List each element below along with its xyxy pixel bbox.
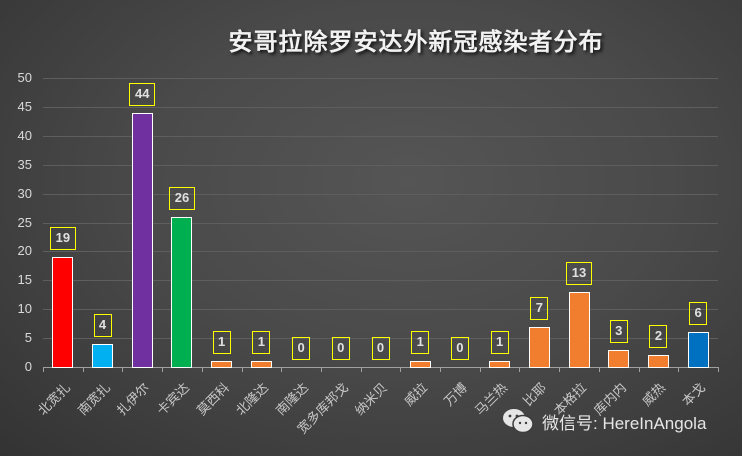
data-label: 26 bbox=[168, 186, 195, 210]
x-category-label: 莫西科 bbox=[194, 380, 233, 419]
y-tick-label: 10 bbox=[17, 301, 32, 317]
bar bbox=[92, 343, 114, 368]
gridline bbox=[43, 193, 718, 195]
bar bbox=[131, 112, 153, 368]
y-tick-label: 25 bbox=[17, 214, 32, 230]
wechat-icon bbox=[503, 409, 534, 434]
x-tick-mark bbox=[43, 367, 44, 372]
gridline bbox=[43, 251, 718, 253]
x-category-label: 纳米贝 bbox=[353, 380, 392, 419]
bar bbox=[568, 291, 590, 368]
x-tick-mark bbox=[519, 367, 521, 372]
x-category-label: 扎伊尔 bbox=[114, 380, 153, 419]
x-category-label: 比耶 bbox=[521, 380, 551, 410]
x-tick-mark bbox=[638, 367, 640, 372]
x-tick-mark bbox=[82, 367, 84, 372]
y-tick-label: 45 bbox=[17, 98, 32, 114]
gridline bbox=[43, 338, 718, 340]
x-tick-mark bbox=[241, 367, 243, 372]
y-tick-label: 40 bbox=[17, 127, 32, 143]
x-category-label: 威拉 bbox=[401, 380, 431, 410]
x-tick-mark bbox=[122, 367, 124, 372]
gridline bbox=[43, 164, 718, 166]
data-label: 6 bbox=[689, 302, 708, 326]
x-tick-mark bbox=[718, 367, 719, 372]
data-label: 0 bbox=[450, 337, 469, 360]
gridline bbox=[43, 106, 718, 108]
data-label: 3 bbox=[609, 319, 628, 343]
gridline bbox=[43, 135, 718, 137]
y-tick-label: 5 bbox=[24, 330, 32, 346]
y-tick-label: 20 bbox=[17, 243, 32, 259]
x-tick-mark bbox=[320, 367, 322, 372]
data-label: 1 bbox=[252, 331, 271, 355]
x-category-label: 北隆达 bbox=[233, 380, 273, 419]
x-tick-mark bbox=[598, 367, 600, 372]
bar bbox=[687, 332, 709, 368]
bar bbox=[171, 216, 193, 368]
bar bbox=[489, 361, 511, 368]
bar bbox=[608, 349, 630, 368]
x-tick-mark bbox=[360, 367, 362, 372]
gridline bbox=[43, 309, 718, 311]
x-axis bbox=[43, 367, 718, 368]
x-category-label: 南宽扎 bbox=[75, 380, 114, 419]
watermark-text: 微信号: HereInAngola bbox=[542, 413, 707, 433]
data-label: 0 bbox=[331, 337, 350, 360]
bar bbox=[250, 361, 272, 368]
y-tick-label: 0 bbox=[24, 359, 32, 374]
gridline bbox=[43, 78, 718, 79]
watermark: 微信号: HereInAngola bbox=[502, 408, 706, 434]
data-label: 13 bbox=[566, 261, 593, 285]
x-category-label: 本戈 bbox=[679, 380, 709, 410]
data-label: 44 bbox=[129, 82, 156, 106]
x-category-label: 卡宾达 bbox=[154, 380, 193, 419]
data-label: 19 bbox=[49, 227, 76, 251]
bar bbox=[647, 355, 669, 368]
x-tick-mark bbox=[162, 367, 164, 372]
x-tick-mark bbox=[678, 367, 680, 372]
gridline bbox=[43, 222, 718, 224]
x-tick-mark bbox=[281, 367, 283, 372]
data-label: 1 bbox=[212, 331, 231, 355]
x-tick-mark bbox=[400, 367, 402, 372]
bar bbox=[52, 257, 74, 368]
bar bbox=[409, 361, 431, 368]
gridline bbox=[43, 280, 718, 282]
x-tick-mark bbox=[201, 367, 203, 372]
data-label: 2 bbox=[649, 325, 668, 349]
x-category-label: 北宽扎 bbox=[35, 380, 74, 419]
data-label: 0 bbox=[292, 337, 311, 360]
bar bbox=[211, 361, 233, 368]
y-tick-label: 35 bbox=[17, 156, 32, 172]
data-label: 1 bbox=[411, 331, 430, 355]
y-tick-label: 15 bbox=[17, 272, 32, 288]
chart-title: 安哥拉除罗安达外新冠感染者分布 bbox=[228, 28, 604, 56]
data-label: 0 bbox=[371, 337, 390, 360]
data-label: 4 bbox=[93, 313, 112, 337]
y-tick-label: 50 bbox=[17, 70, 32, 85]
x-category-label: 万博 bbox=[441, 380, 471, 410]
bar bbox=[528, 326, 550, 368]
data-label: 1 bbox=[490, 331, 509, 355]
x-tick-mark bbox=[559, 367, 561, 372]
x-tick-mark bbox=[479, 367, 481, 372]
x-tick-mark bbox=[440, 367, 442, 372]
data-label: 7 bbox=[530, 296, 549, 320]
x-category-label: 威热 bbox=[640, 380, 670, 410]
y-tick-label: 30 bbox=[17, 185, 32, 201]
